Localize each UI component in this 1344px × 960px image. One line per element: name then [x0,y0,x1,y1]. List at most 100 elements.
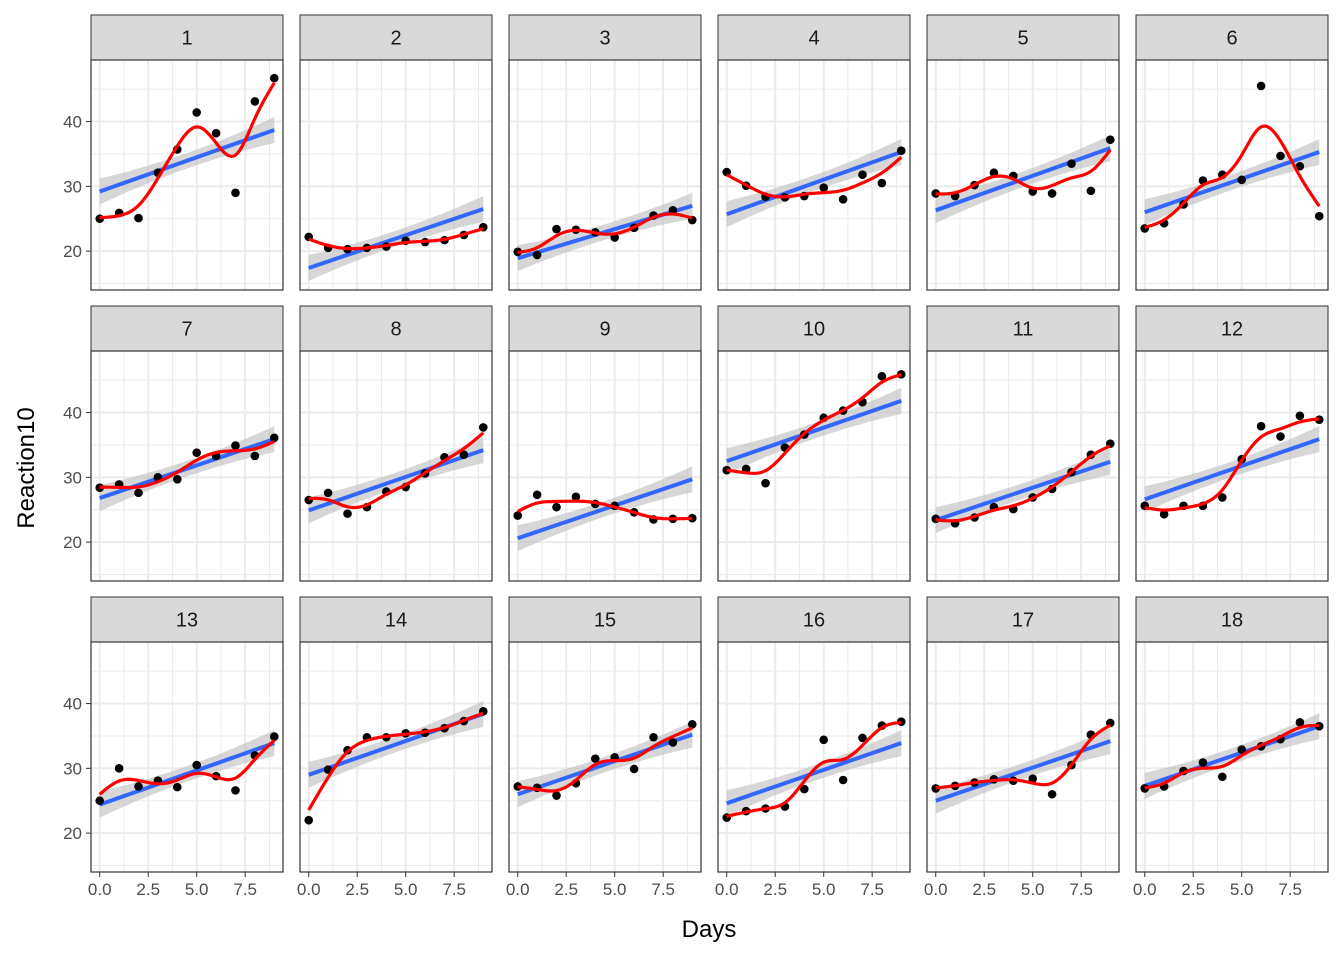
data-point [269,433,279,443]
data-point [1028,774,1037,784]
axes-layer: 20 30 40 20 30 40 20 30 40 0.0 2.5 5.0 7.5 0.0 2.5 5.0 7… [63,113,1302,899]
data-point [513,782,523,791]
x-tick-label: 7.5 [860,880,884,899]
linear-fit-line [726,150,902,217]
data-point [800,784,809,794]
smooth-fit-curve [517,726,693,793]
smooth-fit-curve [517,212,693,254]
data-point [877,371,887,381]
facet-strip-label: 2 [390,28,401,50]
facet-panel-11: 11 [926,305,1120,582]
panel-border [1135,641,1329,873]
data-point [552,791,561,800]
facet-strip-label: 4 [808,28,819,50]
facet-strip [508,596,702,643]
panel-border [90,641,284,873]
smooth-fit-curve [307,711,484,811]
smooth-fit-curve [99,81,276,220]
x-tick-label: 5.0 [185,880,209,899]
facet-panel-14: 14 [299,596,493,873]
data-point [1047,789,1057,799]
data-point [1256,81,1266,91]
facet-strip-label: 3 [599,28,610,50]
smooth-fit-curve [516,499,693,521]
y-tick-label: 40 [63,113,82,132]
facet-strip-label: 8 [390,319,401,341]
data-point [877,178,887,188]
facet-strip [299,305,493,352]
data-point [343,509,352,518]
data-point [478,423,488,432]
data-point [629,764,639,774]
x-tick-label: 2.5 [554,880,578,899]
data-point [1276,151,1285,161]
data-point [552,224,561,234]
facet-panel-3: 3 [508,14,702,291]
data-point [1198,758,1208,767]
data-point [1067,159,1076,168]
facet-strip-label: 7 [181,319,192,341]
smooth-fit-curve [935,148,1112,196]
data-point [532,490,542,500]
facet-panel-10: 10 [717,305,911,582]
facet-strip-label: 13 [176,610,198,632]
facet-panel-6: 6 [1135,14,1329,291]
x-tick-label: 5.0 [1021,880,1045,899]
linear-fit-line [1144,150,1320,215]
x-tick-label: 0.0 [1133,880,1157,899]
data-point [896,146,906,156]
data-point [1159,509,1169,519]
x-tick-label: 5.0 [394,880,418,899]
data-point [1276,432,1285,441]
x-axis-title: Days [682,916,737,943]
x-tick-label: 0.0 [924,880,948,899]
data-point [173,474,182,484]
data-point [192,448,201,458]
facet-panel-5: 5 [926,14,1120,291]
facet-panel-13: 13 [90,596,284,873]
data-point [571,492,581,502]
panel-border [299,350,493,582]
facet-panel-2: 2 [299,14,493,291]
linear-fit-line [1144,724,1320,788]
linear-fit-line [726,398,902,464]
x-tick-label: 0.0 [506,880,530,899]
x-tick-label: 2.5 [345,880,369,899]
data-point [114,764,124,773]
facet-panel-8: 8 [299,305,493,582]
facet-strip-label: 12 [1221,319,1243,341]
smooth-fit-curve [725,155,903,199]
y-tick-label: 20 [63,242,82,261]
data-point [211,128,221,138]
x-tick-label: 7.5 [233,880,257,899]
facet-strip [1135,14,1329,61]
panel-border [508,59,702,291]
x-tick-label: 2.5 [1181,880,1205,899]
data-point [134,488,143,498]
data-point [1047,189,1057,198]
x-tick-label: 0.0 [715,880,739,899]
data-point [231,441,240,450]
data-point [1256,421,1266,431]
facet-strip [508,14,702,61]
panel-border [508,350,702,582]
y-tick-label: 20 [63,824,82,843]
data-point [269,732,279,741]
data-point [668,738,678,747]
x-tick-label: 7.5 [1069,880,1093,899]
data-point [95,796,105,806]
data-point [513,511,523,520]
data-point [838,194,848,204]
data-point [459,450,469,459]
data-point [269,73,279,83]
data-point [1237,745,1246,754]
data-point [1086,186,1096,196]
facet-panel-15: 15 [508,596,702,873]
x-tick-label: 5.0 [603,880,627,899]
facet-panel-9: 9 [508,305,702,582]
facet-panel-12: 12 [1135,305,1329,582]
facet-strip [508,305,702,352]
data-point [1237,175,1246,185]
linear-fit-line [308,207,484,270]
